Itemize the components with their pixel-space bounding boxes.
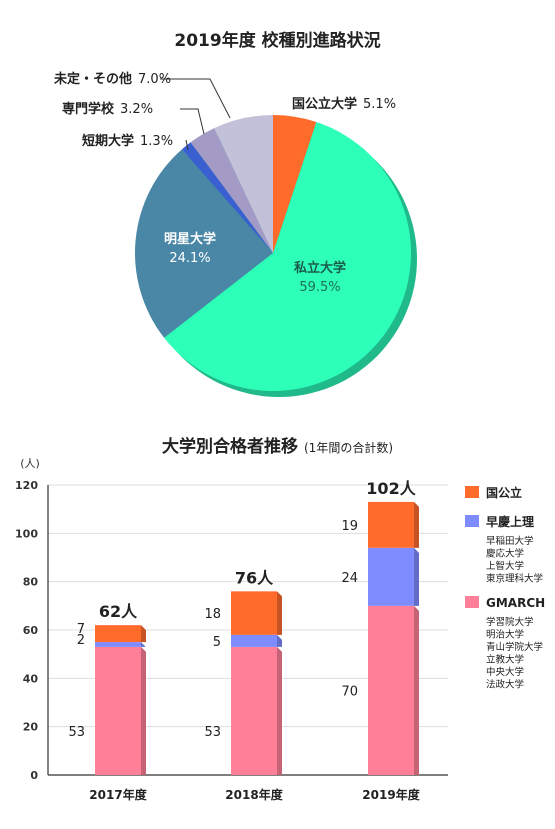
bar-chart-subtitle: (1年間の合計数): [304, 441, 393, 455]
legend-member-2-2: 青山学院大学: [486, 641, 543, 653]
pie-slice-2: [134, 149, 273, 338]
bar-side-0-2: [141, 625, 146, 643]
bar-chart-title: 大学別合格者推移 (1年間の合計数): [0, 432, 555, 457]
y-tick-label-3: 60: [23, 624, 39, 637]
bar-value-2-2: 19: [341, 519, 358, 534]
bar-value-0-1: 2: [77, 633, 85, 648]
pie-chart: 国公立大学 5.1% 私立大学 59.5% 明星大学 24.1% 短期大学 1.3% 専門学校 3…: [53, 71, 417, 397]
x-tick-label-0: 2017年度: [89, 787, 147, 802]
bar-side-2-0: [414, 605, 419, 775]
bar-total-2: 102人: [366, 479, 416, 498]
bar-side-0-1: [141, 642, 146, 648]
bar-chart-title-text: 大学別合格者推移: [162, 437, 298, 457]
pie-label-name-4: 専門学校: [62, 101, 115, 117]
pie-label-value-2: 24.1%: [169, 251, 210, 266]
legend-member-1-2: 上智大学: [486, 560, 524, 572]
bar-segment-1-2: [231, 591, 277, 635]
y-axis-label: (人): [20, 457, 40, 470]
pie-leader-3: [185, 139, 189, 151]
legend-member-2-5: 法政大学: [486, 679, 524, 691]
pie-slice-0: [273, 115, 317, 253]
pie-slice-3: [181, 142, 273, 253]
pie-label-name-0: 国公立大学: [292, 96, 357, 112]
bar-value-1-1: 5: [213, 635, 221, 650]
bar-side-2-1: [414, 547, 419, 606]
legend-member-2-3: 立教大学: [486, 654, 524, 666]
bar-segment-2-1: [368, 547, 414, 606]
bar-segment-1-1: [231, 634, 277, 647]
legend-member-1-1: 慶応大学: [486, 548, 524, 560]
pie-label-value-5: 7.0%: [138, 72, 171, 87]
y-tick-label-6: 120: [15, 479, 38, 492]
pie-label-value-4: 3.2%: [120, 102, 153, 117]
y-tick-label-1: 20: [23, 721, 39, 734]
legend-swatch-1: [465, 515, 479, 527]
legend-label-2: GMARCH: [486, 596, 545, 610]
bar-total-0: 62人: [99, 602, 138, 621]
bar-value-1-0: 53: [204, 725, 221, 740]
bar-side-0-0: [141, 646, 146, 775]
pie-label-value-0: 5.1%: [363, 97, 396, 112]
bar-total-1: 76人: [235, 568, 274, 587]
bar-side-2-2: [414, 501, 419, 548]
bar-value-0-2: 7: [77, 622, 85, 637]
pie-chart-title: 2019年度 校種別進路状況: [174, 31, 381, 51]
bar-value-1-2: 18: [204, 607, 221, 622]
bar-side-1-1: [277, 634, 282, 647]
pie-label-value-3: 1.3%: [140, 134, 173, 149]
bar-segment-2-0: [368, 605, 414, 775]
legend-label-1: 早慶上理: [486, 514, 534, 529]
bar-value-0-0: 53: [68, 725, 85, 740]
legend-swatch-0: [465, 486, 479, 498]
bar-side-1-2: [277, 591, 282, 635]
legend-member-1-0: 早稲田大学: [486, 535, 534, 547]
pie-label-5: 未定・その他 7.0%: [53, 71, 171, 87]
y-tick-label-0: 0: [30, 769, 38, 782]
pie-slice-1: [164, 121, 411, 391]
pie-label-name-2: 明星大学: [164, 231, 216, 247]
legend-member-1-3: 東京理科大学: [486, 573, 543, 585]
pie-leader-5: [160, 78, 231, 119]
legend-label-0: 国公立: [486, 485, 522, 500]
x-tick-label-2: 2019年度: [362, 787, 420, 802]
legend-swatch-2: [465, 596, 479, 608]
pie-leader-4: [180, 108, 205, 135]
y-tick-label-4: 80: [23, 576, 39, 589]
bar-side-1-0: [277, 646, 282, 775]
bar-value-2-1: 24: [341, 571, 358, 586]
legend-member-2-4: 中央大学: [486, 666, 524, 678]
legend-member-2-1: 明治大学: [486, 629, 524, 641]
bar-value-2-0: 70: [341, 684, 358, 699]
pie-label-name-1: 私立大学: [294, 260, 346, 276]
pie-label-name-3: 短期大学: [82, 133, 134, 149]
pie-label-3: 短期大学 1.3%: [82, 133, 173, 149]
bar-segment-0-2: [95, 625, 141, 643]
legend-member-2-0: 学習院大学: [486, 616, 534, 628]
pie-label-value-1: 59.5%: [299, 280, 340, 295]
bar-segment-0-1: [95, 642, 141, 647]
y-tick-label-5: 100: [15, 527, 38, 540]
bar-segment-1-0: [231, 646, 277, 775]
x-tick-label-1: 2018年度: [225, 787, 283, 802]
pie-slice-4: [190, 128, 273, 253]
pie-slice-5: [214, 115, 273, 253]
pie-label-name-5: 未定・その他: [53, 71, 132, 87]
pie-label-0: 国公立大学 5.1%: [292, 96, 396, 112]
pie-label-4: 専門学校 3.2%: [62, 101, 153, 117]
y-tick-label-2: 40: [23, 672, 39, 685]
bar-segment-0-0: [95, 646, 141, 775]
bar-segment-2-2: [368, 501, 414, 548]
